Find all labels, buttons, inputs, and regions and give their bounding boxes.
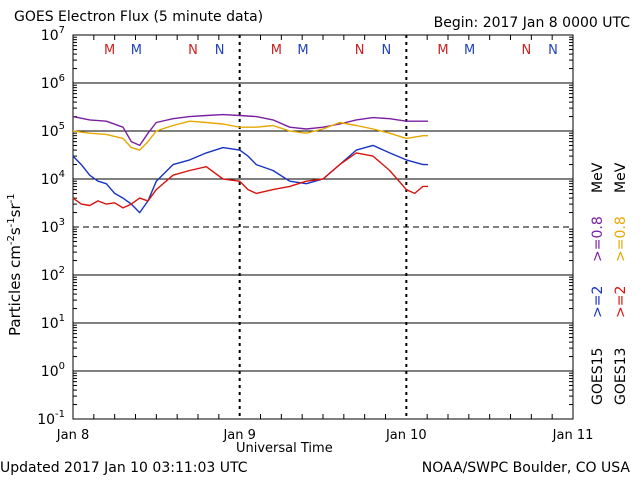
marker-label: M	[271, 43, 282, 58]
marker-label: M	[464, 43, 475, 58]
marker-label: M	[104, 43, 115, 58]
y-tick-label: 100	[41, 361, 65, 380]
legend-unit-2: MeV	[613, 162, 629, 193]
y-tick-label: 107	[41, 25, 65, 44]
legend-goes15-2mev: >=2	[590, 285, 606, 318]
marker-label: N	[355, 43, 365, 58]
marker-label: N	[548, 43, 558, 58]
series-line	[72, 152, 428, 209]
x-axis-label: Universal Time	[236, 441, 333, 456]
marker-label: M	[131, 43, 142, 58]
y-tick-label: 101	[41, 313, 65, 332]
y-axis-label: Particles cm-2s-1sr-1	[6, 193, 24, 336]
x-ticks: Jan 8 Jan 9 Jan 10 Jan 11	[56, 35, 594, 443]
y-tick-label: 102	[41, 265, 65, 284]
y-ticks: 107 106 105 104 103 102 101 100 10-1	[37, 25, 573, 428]
legend-goes13-2mev: >=2	[613, 285, 629, 318]
y-tick-label: 106	[41, 73, 65, 92]
series-line	[72, 120, 428, 151]
marker-label: N	[521, 43, 531, 58]
x-tick-label: Jan 9	[222, 428, 255, 443]
marker-label: N	[381, 43, 391, 58]
marker-label: M	[437, 43, 448, 58]
y-tick-label: 103	[41, 217, 65, 236]
legend-goes15-08mev: >=0.8	[590, 216, 606, 262]
updated-time: Updated 2017 Jan 10 03:11:03 UTC	[0, 460, 248, 476]
legend-unit: MeV	[590, 162, 606, 193]
marker-label: M	[297, 43, 308, 58]
marker-label: N	[215, 43, 225, 58]
day-lines	[238, 35, 408, 419]
marker-label: N	[188, 43, 198, 58]
y-tick-label: 10-1	[37, 409, 65, 428]
y-tick-label: 105	[41, 121, 65, 140]
legend-goes13-08mev: >=0.8	[613, 216, 629, 262]
x-tick-label: Jan 10	[385, 428, 427, 443]
series-lines	[72, 113, 428, 214]
data-source: NOAA/SWPC Boulder, CO USA	[421, 460, 630, 476]
series-line	[72, 113, 428, 147]
legend-goes13: GOES13	[613, 347, 629, 405]
series-line	[72, 144, 428, 214]
legend-goes15: GOES15	[590, 347, 606, 405]
chart-title: GOES Electron Flux (5 minute data)	[14, 9, 264, 25]
x-tick-label: Jan 8	[56, 428, 89, 443]
y-tick-label: 104	[41, 169, 65, 188]
begin-time: Begin: 2017 Jan 8 0000 UTC	[433, 15, 630, 31]
x-tick-label: Jan 11	[552, 428, 594, 443]
